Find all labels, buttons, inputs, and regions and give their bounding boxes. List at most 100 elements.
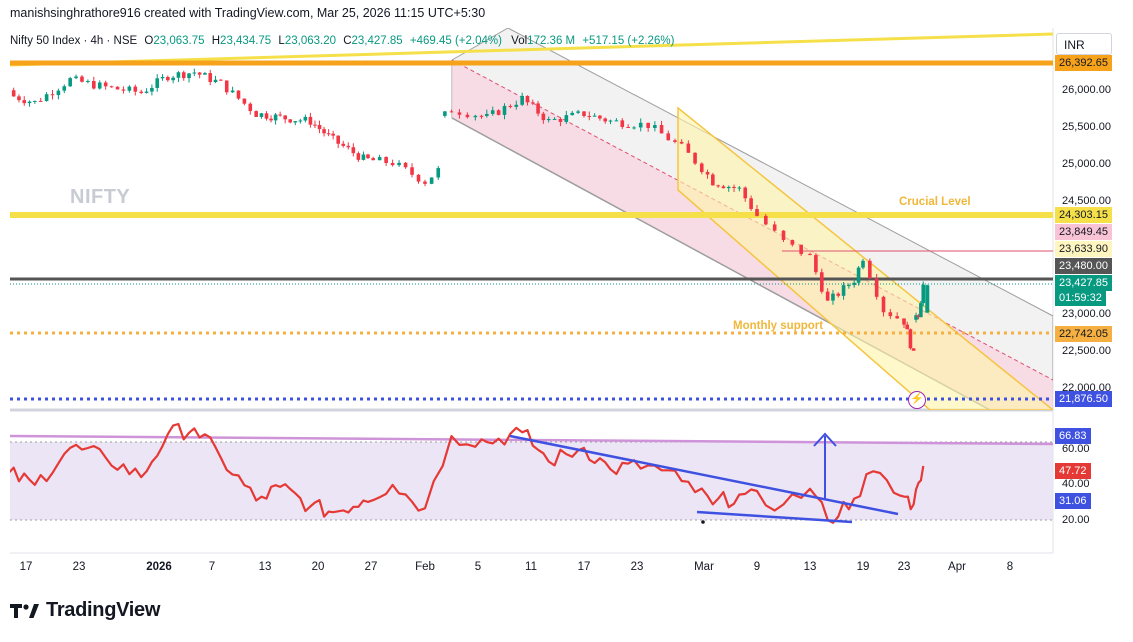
channel-midline: [451, 59, 1053, 381]
candle-body: [905, 324, 910, 330]
candle-body: [632, 127, 636, 129]
rsi-band: [10, 442, 1053, 520]
candle-body: [254, 111, 258, 117]
candle-body: [514, 104, 519, 107]
tradingview-logo[interactable]: TradingView: [10, 599, 160, 622]
legend-open-label: O: [144, 35, 154, 47]
candle-body: [308, 116, 313, 125]
candle-body: [790, 239, 795, 245]
candle-body: [264, 113, 269, 119]
candle-body: [576, 111, 580, 113]
candle-body: [603, 118, 607, 122]
candle-body: [103, 82, 108, 87]
candle-body: [449, 111, 454, 113]
candle-body: [914, 315, 918, 320]
tradingview-brand: TradingView: [46, 599, 161, 621]
candle-body: [699, 163, 704, 173]
candle-body: [166, 76, 170, 81]
candle-body: [248, 103, 253, 112]
rsi-trendline-upper: [509, 434, 899, 516]
candle-body: [92, 80, 96, 89]
y-tick-25000: 25,000.00: [1062, 158, 1111, 170]
candle-body: [457, 112, 462, 115]
candle-body: [888, 312, 893, 317]
candle-body: [298, 120, 303, 122]
x-tick: 7: [208, 561, 216, 573]
lightning-icon[interactable]: ⚡: [908, 391, 926, 409]
tag-countdown: 01:59:32: [1055, 290, 1106, 306]
candle-body: [902, 318, 906, 325]
candle-body: [230, 90, 235, 93]
candle-body: [144, 91, 149, 93]
candle-body: [121, 89, 126, 91]
candle-body: [874, 278, 879, 297]
candle-body: [259, 113, 264, 117]
x-tick: 23: [897, 561, 911, 573]
x-tick: 27: [364, 561, 378, 573]
x-tick: 23: [630, 561, 644, 573]
candle-body: [819, 272, 824, 292]
legend-close: 23,427.85: [351, 35, 403, 47]
candle-body: [693, 152, 697, 164]
candle-body: [322, 129, 326, 134]
candle-body: [755, 208, 759, 216]
candle-body: [346, 145, 351, 148]
legend-close-label: C: [343, 35, 352, 47]
candle-body: [646, 122, 650, 128]
candle-body: [587, 115, 592, 117]
candle-body: [841, 285, 846, 296]
candle-body: [546, 118, 551, 121]
candle-body: [620, 120, 625, 127]
rsi-tag-66: 66.83: [1055, 428, 1091, 444]
candle-body: [33, 100, 37, 102]
candle-body: [139, 91, 144, 93]
candle-body: [781, 230, 786, 240]
candle-body: [749, 198, 753, 209]
legend-vol-label: Vol: [511, 35, 528, 47]
tag-22742: 22,742.05: [1055, 326, 1112, 342]
candle-body: [436, 168, 441, 178]
candle-body: [390, 162, 395, 166]
candle-body: [895, 316, 899, 319]
candle-body: [80, 76, 84, 82]
tag-23849: 23,849.45: [1055, 224, 1112, 240]
legend-vol-change: +517.15 (+2.26%): [582, 35, 675, 47]
tag-21876: 21,876.50: [1055, 391, 1112, 407]
candle-body: [814, 255, 818, 273]
x-tick: 17: [577, 561, 591, 573]
candle-body: [127, 86, 132, 91]
candle-body: [213, 79, 218, 83]
legend-high: 23,434.75: [220, 35, 272, 47]
currency-selector[interactable]: INR: [1056, 33, 1112, 55]
candle-body: [799, 244, 803, 255]
candle-body: [208, 73, 213, 83]
candle-body: [133, 86, 138, 92]
candle-body: [919, 303, 923, 318]
symbol-watermark: NIFTY: [70, 186, 131, 208]
candle-body: [536, 103, 540, 114]
candle-body: [366, 154, 370, 159]
x-tick: 23: [72, 561, 86, 573]
candle-body: [711, 174, 715, 186]
candle-body: [638, 122, 643, 128]
y-tick-22500: 22,500.00: [1062, 345, 1111, 357]
yellow-trendline-top: [10, 32, 1053, 67]
candle-body: [570, 112, 575, 116]
candle-body: [356, 153, 361, 160]
candle-body: [925, 285, 930, 313]
candle-body: [150, 87, 154, 92]
candle-body: [171, 77, 175, 81]
candle-body: [176, 72, 181, 78]
candle-body: [732, 186, 736, 189]
x-tick: 8: [1006, 561, 1014, 573]
candle-body: [68, 78, 72, 87]
candle-body: [743, 187, 748, 199]
candle-body: [485, 113, 489, 116]
candle-body: [502, 105, 507, 115]
candle-body: [520, 95, 524, 105]
chart-caption: manishsinghrathore916 created with Tradi…: [10, 6, 486, 20]
legend-symbol: Nifty 50 Index · 4h · NSE: [10, 35, 138, 47]
candle-body: [582, 111, 586, 116]
candle-body: [331, 133, 335, 136]
